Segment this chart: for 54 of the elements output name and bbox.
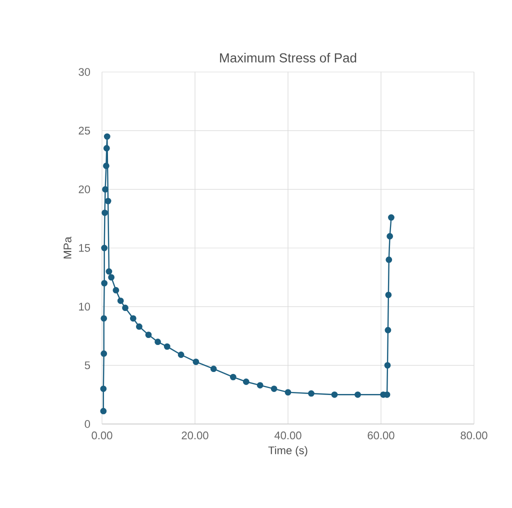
point bbox=[388, 214, 394, 221]
y-axis-title: MPa bbox=[64, 236, 72, 258]
point bbox=[164, 343, 170, 350]
point bbox=[112, 287, 120, 294]
point bbox=[354, 391, 361, 398]
point bbox=[242, 378, 250, 385]
point bbox=[102, 162, 110, 170]
y-tick-label: 20 bbox=[78, 185, 90, 194]
point bbox=[102, 210, 108, 216]
point bbox=[101, 280, 108, 286]
y-tick-label: 5 bbox=[84, 361, 90, 370]
y-tick-label: 0 bbox=[84, 420, 90, 428]
point bbox=[256, 382, 264, 388]
point bbox=[331, 391, 338, 398]
point bbox=[308, 390, 314, 397]
point bbox=[100, 350, 108, 357]
point bbox=[106, 268, 112, 275]
point bbox=[103, 145, 110, 152]
point bbox=[230, 374, 236, 380]
y-tick-label: 25 bbox=[78, 126, 90, 135]
x-axis-title: Time (s) bbox=[268, 446, 308, 456]
point bbox=[210, 366, 217, 372]
point bbox=[270, 386, 278, 392]
point bbox=[385, 292, 392, 298]
x-tick-label: 40.00 bbox=[274, 432, 302, 440]
point bbox=[102, 186, 108, 193]
x-tick-label: 20.00 bbox=[182, 432, 208, 440]
point bbox=[192, 358, 200, 366]
x-tick-label: 80.00 bbox=[460, 432, 488, 440]
chart-title: Maximum Stress of Pad bbox=[220, 52, 356, 62]
y-tick-label: 30 bbox=[78, 68, 90, 76]
point bbox=[284, 389, 292, 396]
point bbox=[136, 323, 142, 330]
point bbox=[384, 326, 392, 334]
x-tick-label: 60.00 bbox=[368, 432, 394, 440]
point bbox=[178, 352, 184, 358]
point bbox=[130, 315, 136, 322]
point bbox=[100, 386, 107, 392]
point bbox=[386, 256, 392, 263]
point bbox=[101, 244, 108, 252]
point bbox=[145, 332, 152, 338]
point bbox=[108, 274, 115, 281]
x-tick-label: 0.00 bbox=[92, 432, 112, 440]
point bbox=[100, 315, 108, 322]
point bbox=[100, 408, 107, 414]
point bbox=[154, 338, 161, 346]
point bbox=[104, 133, 110, 140]
point bbox=[386, 233, 394, 240]
point bbox=[117, 298, 124, 304]
y-tick-label: 15 bbox=[79, 244, 90, 252]
point bbox=[104, 198, 112, 204]
point bbox=[122, 304, 128, 312]
point bbox=[384, 362, 391, 369]
y-tick-label: 10 bbox=[79, 302, 90, 311]
